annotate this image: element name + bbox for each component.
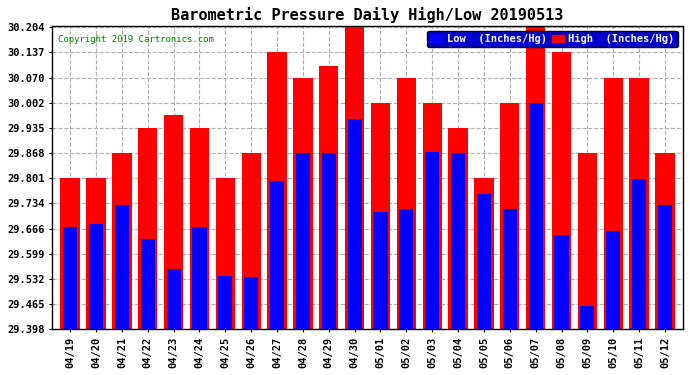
Bar	[319, 66, 339, 329]
Bar	[293, 78, 313, 329]
Bar	[164, 115, 184, 329]
Bar	[348, 119, 362, 329]
Bar	[296, 153, 310, 329]
Title: Barometric Pressure Daily High/Low 20190513: Barometric Pressure Daily High/Low 20190…	[171, 7, 564, 23]
Bar	[270, 180, 284, 329]
Bar	[552, 53, 571, 329]
Bar	[422, 103, 442, 329]
Bar	[138, 128, 157, 329]
Bar	[244, 277, 258, 329]
Bar	[61, 178, 80, 329]
Bar	[166, 268, 181, 329]
Bar	[604, 78, 623, 329]
Bar	[218, 276, 233, 329]
Bar	[86, 178, 106, 329]
Bar	[526, 27, 545, 329]
Bar	[578, 153, 597, 329]
Text: Copyright 2019 Cartronics.com: Copyright 2019 Cartronics.com	[59, 34, 215, 44]
Bar	[451, 153, 465, 329]
Bar	[448, 128, 468, 329]
Bar	[580, 306, 595, 329]
Bar	[500, 103, 520, 329]
Bar	[529, 103, 543, 329]
Bar	[193, 226, 206, 329]
Bar	[503, 209, 517, 329]
Bar	[322, 153, 336, 329]
Bar	[397, 78, 416, 329]
Bar	[477, 194, 491, 329]
Bar	[373, 212, 388, 329]
Bar	[190, 128, 209, 329]
Bar	[474, 178, 493, 329]
Bar	[141, 238, 155, 329]
Bar	[632, 178, 647, 329]
Bar	[115, 205, 129, 329]
Bar	[371, 103, 391, 329]
Bar	[63, 227, 77, 329]
Bar	[629, 78, 649, 329]
Bar	[658, 205, 672, 329]
Bar	[345, 27, 364, 329]
Bar	[241, 153, 261, 329]
Bar	[400, 209, 413, 329]
Bar	[606, 231, 620, 329]
Bar	[656, 153, 675, 329]
Bar	[425, 152, 440, 329]
Bar	[554, 235, 569, 329]
Legend: Low  (Inches/Hg), High  (Inches/Hg): Low (Inches/Hg), High (Inches/Hg)	[427, 31, 678, 47]
Bar	[89, 224, 104, 329]
Bar	[216, 178, 235, 329]
Bar	[267, 53, 287, 329]
Bar	[112, 153, 132, 329]
